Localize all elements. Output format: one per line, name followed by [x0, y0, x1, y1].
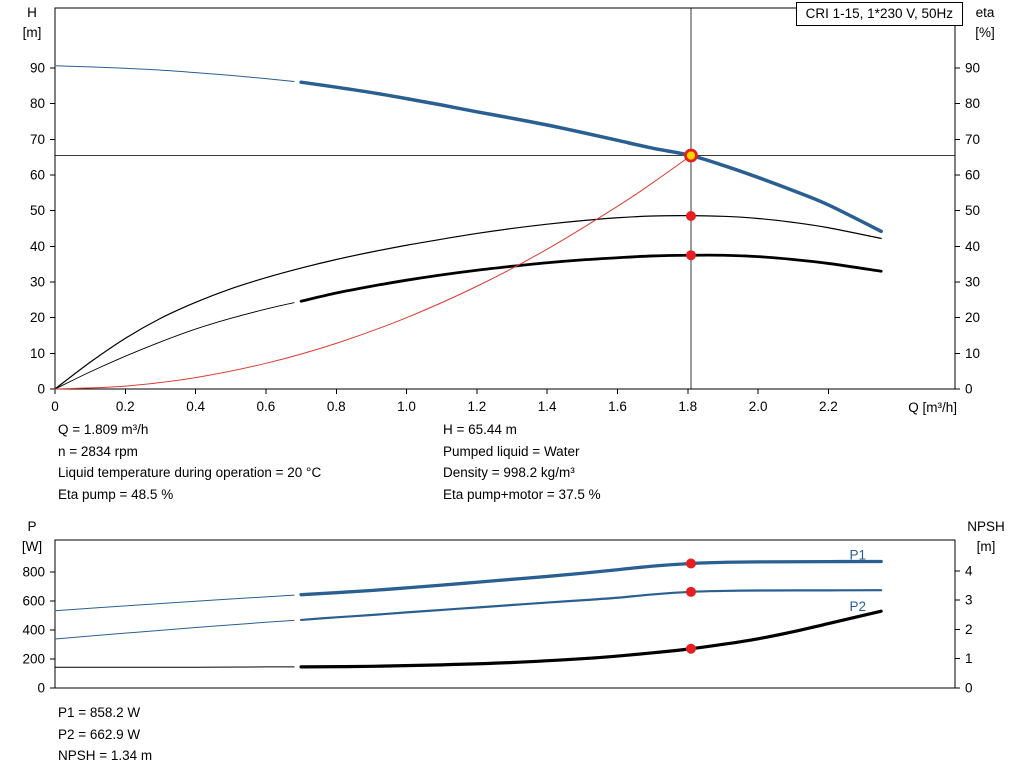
- y-left-tick-label: 400: [22, 622, 45, 637]
- plot-frame: [54, 7, 956, 390]
- p1-label: P1: [850, 548, 867, 563]
- qh-curve-low-flow: [54, 65, 295, 82]
- flow-readout: Q = 1.809 m³/h: [58, 422, 149, 437]
- y-left-tick-label: 200: [22, 651, 45, 666]
- x-tick-label: 1.8: [678, 399, 697, 414]
- x-tick-label: 0.6: [257, 399, 276, 414]
- speed-readout: n = 2834 rpm: [58, 443, 138, 459]
- eta-axis-unit: [%]: [975, 25, 995, 40]
- x-tick-label: 1.4: [538, 399, 557, 414]
- head-readout: H = 65.44 m: [443, 422, 517, 437]
- liquid-readout: Pumped liquid = Water: [443, 443, 580, 459]
- y-right-tick-label: 50: [965, 203, 980, 218]
- x-tick-label: 2.2: [819, 399, 838, 414]
- p2-curve: [299, 589, 883, 622]
- qh-curve: [299, 80, 883, 234]
- flow-axis-label: Q [m³/h]: [908, 400, 957, 415]
- power-axis-label: P [W]: [10, 517, 54, 557]
- qh-eta-chart: 0 10 20 30 40 50 60 70 80 90 0 10 20 30 40 50 60 70 80 90 0 0…: [30, 7, 980, 414]
- x-tick-label: 1.0: [397, 399, 416, 414]
- power-axis-unit: [W]: [21, 539, 43, 554]
- npsh-point: [685, 643, 696, 654]
- y-left-tick-label: 20: [30, 310, 45, 325]
- p2-label: P2: [850, 599, 867, 614]
- y-right-tick-label: 1: [965, 651, 973, 666]
- eta-pump-point: [685, 210, 696, 221]
- x-tick-label: 0.8: [327, 399, 346, 414]
- head-axis-label: H [m]: [10, 3, 54, 43]
- y-right-tick-label: 70: [965, 132, 980, 147]
- x-tick-label: 1.6: [608, 399, 627, 414]
- y-left-tick-label: 10: [30, 346, 45, 361]
- temperature-readout: Liquid temperature during operation = 20…: [58, 465, 322, 480]
- eta-pump-motor-low-flow: [54, 302, 295, 390]
- x-tick-label: 2.0: [749, 399, 768, 414]
- y-left-tick-label: 600: [22, 593, 45, 608]
- operating-point: [684, 148, 698, 163]
- density-readout: Density = 998.2 kg/m³: [443, 465, 575, 480]
- y-right-tick-label: 90: [965, 60, 980, 75]
- x-tick-label: 1.2: [467, 399, 486, 414]
- npsh-curve: [299, 609, 883, 669]
- y-right-tick-label: 10: [965, 346, 980, 361]
- eta-pump-motor-point: [685, 250, 696, 261]
- y-left-tick-label: 70: [30, 132, 45, 147]
- y-right-tick-label: 80: [965, 96, 980, 111]
- y-right-tick-label: 60: [965, 167, 980, 182]
- eta-pump-motor-curve: [299, 253, 883, 303]
- x-tick-label: 0.4: [186, 399, 205, 414]
- y-right-tick-label: 3: [965, 593, 973, 608]
- p2-readout: P2 = 662.9 W: [58, 726, 141, 742]
- eta-pump-curve: [54, 215, 882, 390]
- eta-axis-symbol: eta: [975, 5, 995, 20]
- y-left-tick-label: 60: [30, 167, 45, 182]
- y-right-tick-label: 0: [965, 382, 973, 397]
- y-right-tick-label: 40: [965, 239, 980, 254]
- duty-point-info-left: Q = 1.809 m³/h n = 2834 rpm Liquid tempe…: [58, 419, 321, 505]
- eta-axis-label: eta [%]: [956, 3, 1014, 43]
- p1-point: [685, 558, 696, 569]
- eta-pump-readout: Eta pump = 48.5 %: [58, 486, 174, 502]
- y-left-tick-label: 80: [30, 96, 45, 111]
- y-left-tick-label: 30: [30, 274, 45, 289]
- power-info: P1 = 858.2 W P2 = 662.9 W NPSH = 1.34 m: [58, 702, 152, 767]
- y-right-tick-label: 20: [965, 310, 980, 325]
- duty-point-info-right: H = 65.44 m Pumped liquid = Water Densit…: [443, 419, 601, 505]
- plot-frame: [54, 539, 956, 689]
- y-left-tick-label: 40: [30, 239, 45, 254]
- power-axis-symbol: P: [27, 519, 37, 534]
- power-npsh-chart: 0 200 400 600 800 0 1 2 3 4 P1 P2: [22, 539, 973, 696]
- npsh-axis-label: NPSH [m]: [952, 517, 1020, 557]
- eta-total-readout: Eta pump+motor = 37.5 %: [443, 486, 601, 502]
- y-left-tick-label: 0: [37, 382, 45, 397]
- npsh-axis-unit: [m]: [976, 539, 996, 554]
- x-tick-label: 0: [51, 399, 59, 414]
- y-right-tick-label: 4: [965, 563, 973, 578]
- y-left-tick-label: 800: [22, 564, 45, 579]
- head-axis-symbol: H: [27, 5, 37, 20]
- curve-title-box: CRI 1-15, 1*230 V, 50Hz: [795, 2, 963, 26]
- y-right-tick-label: 30: [965, 274, 980, 289]
- head-axis-unit: [m]: [22, 25, 42, 40]
- y-right-tick-label: 2: [965, 622, 973, 637]
- p1-curve: [299, 559, 883, 597]
- npsh-readout: NPSH = 1.34 m: [58, 748, 153, 763]
- y-right-tick-label: 0: [965, 681, 973, 696]
- p2-curve-low-flow: [54, 619, 295, 640]
- npsh-axis-symbol: NPSH: [967, 519, 1005, 534]
- system-curve: [54, 155, 692, 390]
- x-tick-label: 0.2: [116, 399, 135, 414]
- y-left-tick-label: 90: [30, 60, 45, 75]
- p2-point: [685, 586, 696, 597]
- y-left-tick-label: 0: [37, 681, 45, 696]
- p1-curve-low-flow: [54, 594, 295, 612]
- y-left-tick-label: 50: [30, 203, 45, 218]
- p1-readout: P1 = 858.2 W: [58, 705, 141, 720]
